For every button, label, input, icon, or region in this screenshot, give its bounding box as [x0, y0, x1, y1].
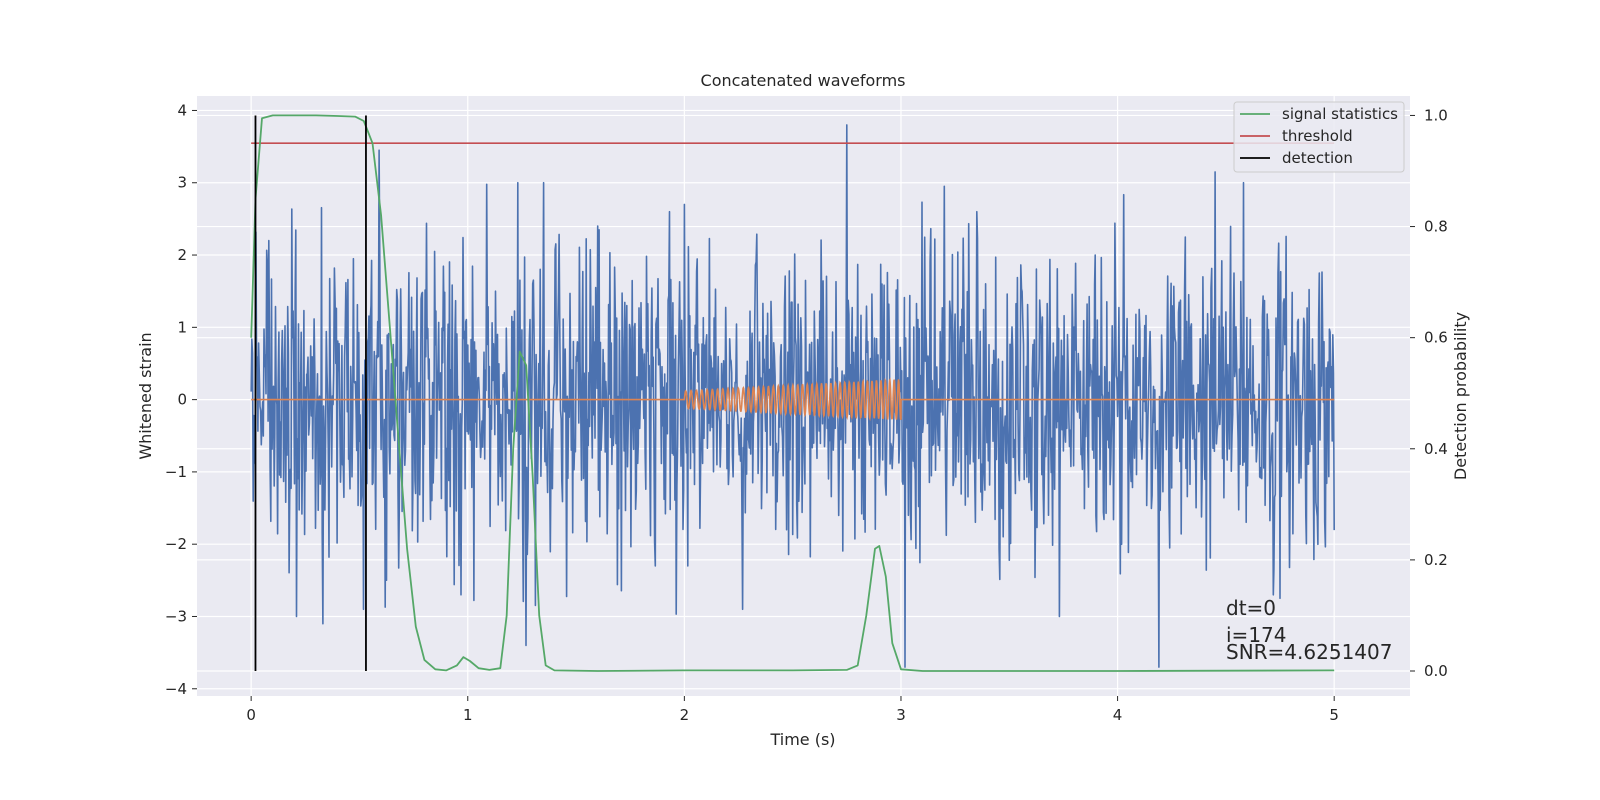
- y-axis-label: Whitened strain: [136, 332, 155, 459]
- x-tick-label-1: 1: [463, 706, 473, 724]
- y-tick-label-3: −1: [165, 463, 187, 481]
- x-tick-label-2: 2: [680, 706, 690, 724]
- y-tick-label-0: −4: [165, 680, 187, 698]
- annotation-block: dt=0 i=174 SNR=4.6251407: [1226, 596, 1392, 664]
- y-axis-label-right: Detection probability: [1451, 312, 1470, 480]
- y-tick-label-6: 2: [177, 246, 187, 264]
- x-axis-label: Time (s): [769, 730, 835, 749]
- legend-label-signal-statistics: signal statistics: [1282, 105, 1398, 123]
- annotation-dt: dt=0: [1226, 596, 1276, 620]
- y-tick-label-1: −3: [165, 607, 187, 625]
- plot-area: [250, 114, 1335, 672]
- y-tick-label-7: 3: [177, 174, 187, 192]
- y-right-tick-label-3: 0.6: [1424, 329, 1448, 347]
- y-right-tick-label-4: 0.8: [1424, 218, 1448, 236]
- x-tick-label-3: 3: [896, 706, 906, 724]
- axes: 0 1 2 3 4 5 −4 −3 −2 −1 0 1 2 3 4 0.0 0.2 0.4 0.6 0.8 1.0: [165, 101, 1448, 724]
- y-tick-label-5: 1: [177, 318, 187, 336]
- legend: signal statistics threshold detection: [1233, 101, 1405, 173]
- x-tick-label-4: 4: [1113, 706, 1123, 724]
- strain-series: [250, 124, 1335, 668]
- legend-box: [1233, 101, 1405, 173]
- y-right-tick-label-0: 0.0: [1424, 662, 1448, 680]
- legend-label-detection: detection: [1282, 149, 1353, 167]
- annotation-snr: SNR=4.6251407: [1226, 640, 1392, 664]
- signal-statistics-series: [250, 114, 1335, 672]
- y-tick-label-4: 0: [177, 391, 187, 409]
- y-right-tick-label-1: 0.2: [1424, 551, 1448, 569]
- annotation-i: i=174: [1226, 623, 1287, 647]
- y-tick-label-8: 4: [177, 101, 187, 119]
- x-tick-label-0: 0: [246, 706, 256, 724]
- legend-label-threshold: threshold: [1282, 127, 1353, 145]
- chart-title: Concatenated waveforms: [701, 71, 906, 90]
- y-tick-label-2: −2: [165, 535, 187, 553]
- injected-waveform-series: [251, 377, 1335, 422]
- y-right-tick-label-2: 0.4: [1424, 440, 1448, 458]
- x-tick-label-5: 5: [1329, 706, 1339, 724]
- y-right-tick-label-5: 1.0: [1424, 106, 1448, 124]
